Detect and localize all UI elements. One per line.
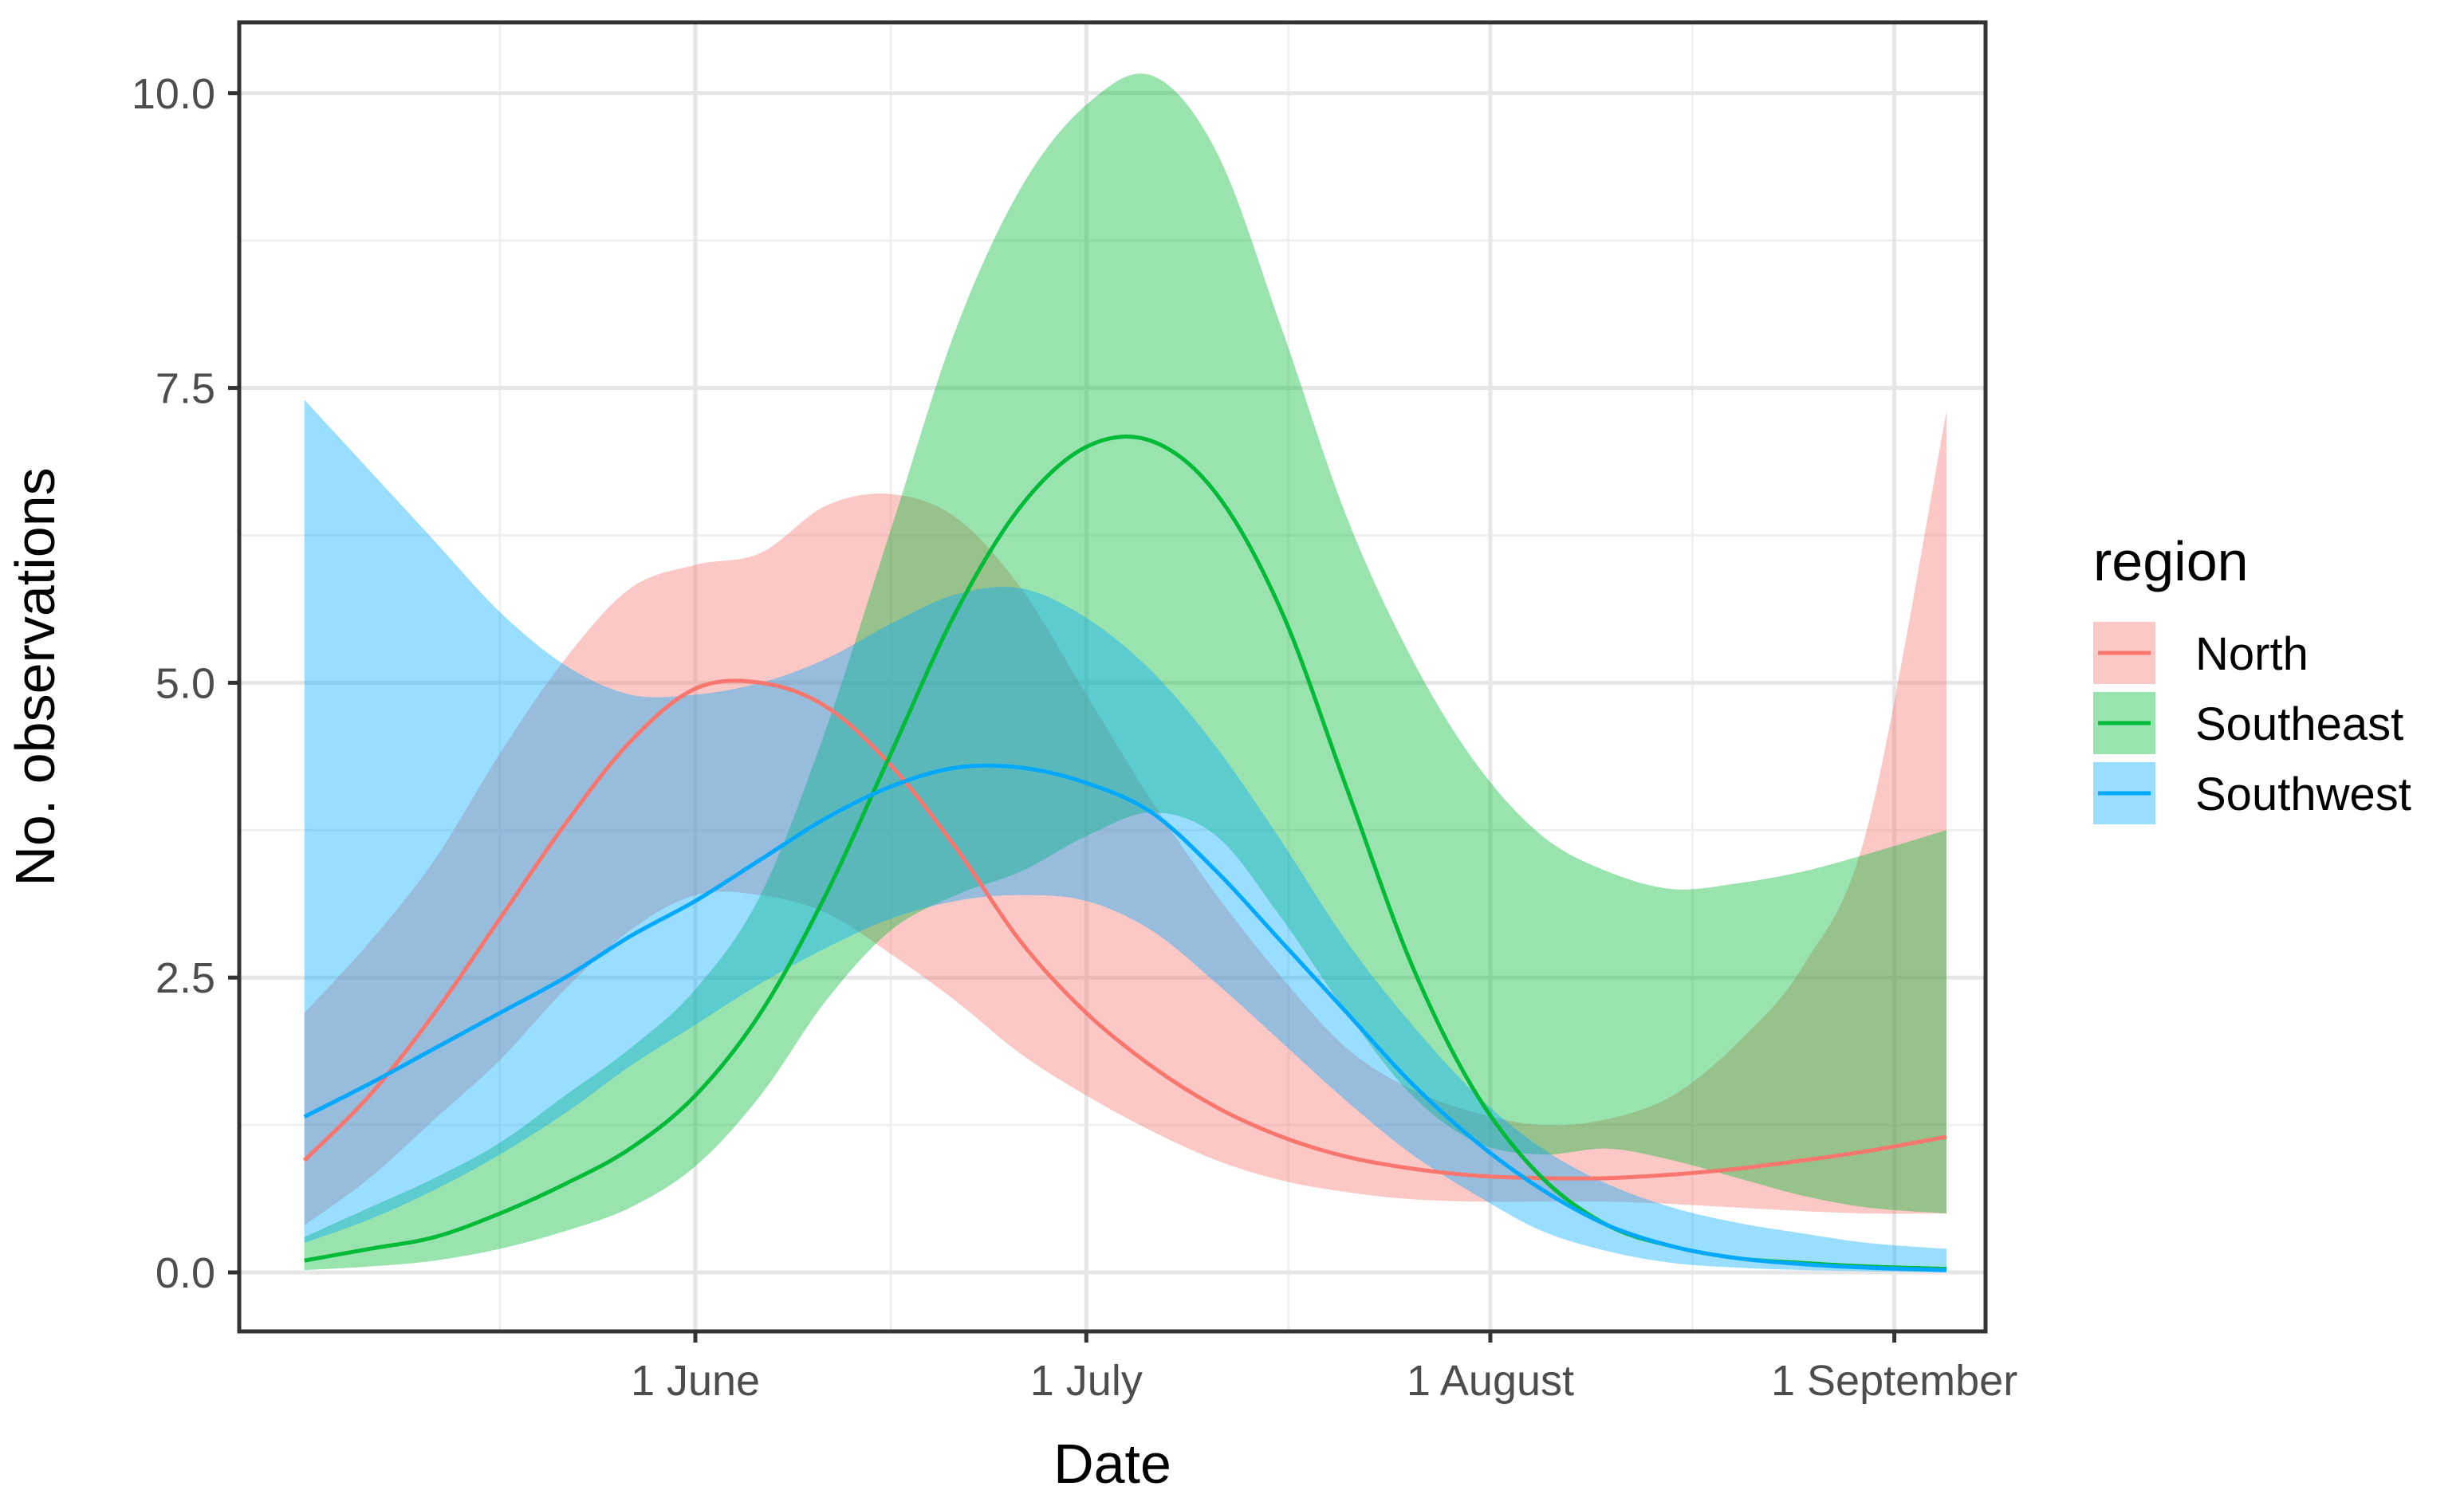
line-north [302,678,1947,1181]
line-southwest [303,763,1947,1272]
legend: region North Southeast Southwest [2093,530,2411,824]
axes: 1 June 1 July 1 August 1 September 0.0 2.5 5.0… [132,70,2017,1405]
legend-label-north: North [2195,628,2309,680]
confidence-bands [304,73,1947,1272]
y-tick-label: 0.0 [155,1249,215,1297]
y-tick-label: 2.5 [155,954,215,1002]
x-tick-label: 1 June [631,1357,760,1405]
band-southwest [304,399,1947,1272]
x-tick-label: 1 July [1030,1357,1143,1405]
y-tick-label: 5.0 [155,659,215,707]
y-tick-label: 10.0 [132,70,215,118]
legend-title: region [2093,530,2249,592]
x-axis-title: Date [1053,1433,1171,1495]
x-tick-label: 1 September [1771,1357,2017,1405]
grid [239,22,1986,1331]
band-southeast [304,73,1947,1271]
legend-label-southeast: Southeast [2195,698,2403,750]
y-axis-title: No. observations [4,467,66,886]
band-north [304,411,1947,1225]
panel-border [237,20,1988,1334]
y-tick-label: 7.5 [155,365,215,413]
legend-label-southwest: Southwest [2195,769,2411,820]
series-lines [302,434,1947,1272]
x-tick-label: 1 August [1407,1357,1574,1405]
